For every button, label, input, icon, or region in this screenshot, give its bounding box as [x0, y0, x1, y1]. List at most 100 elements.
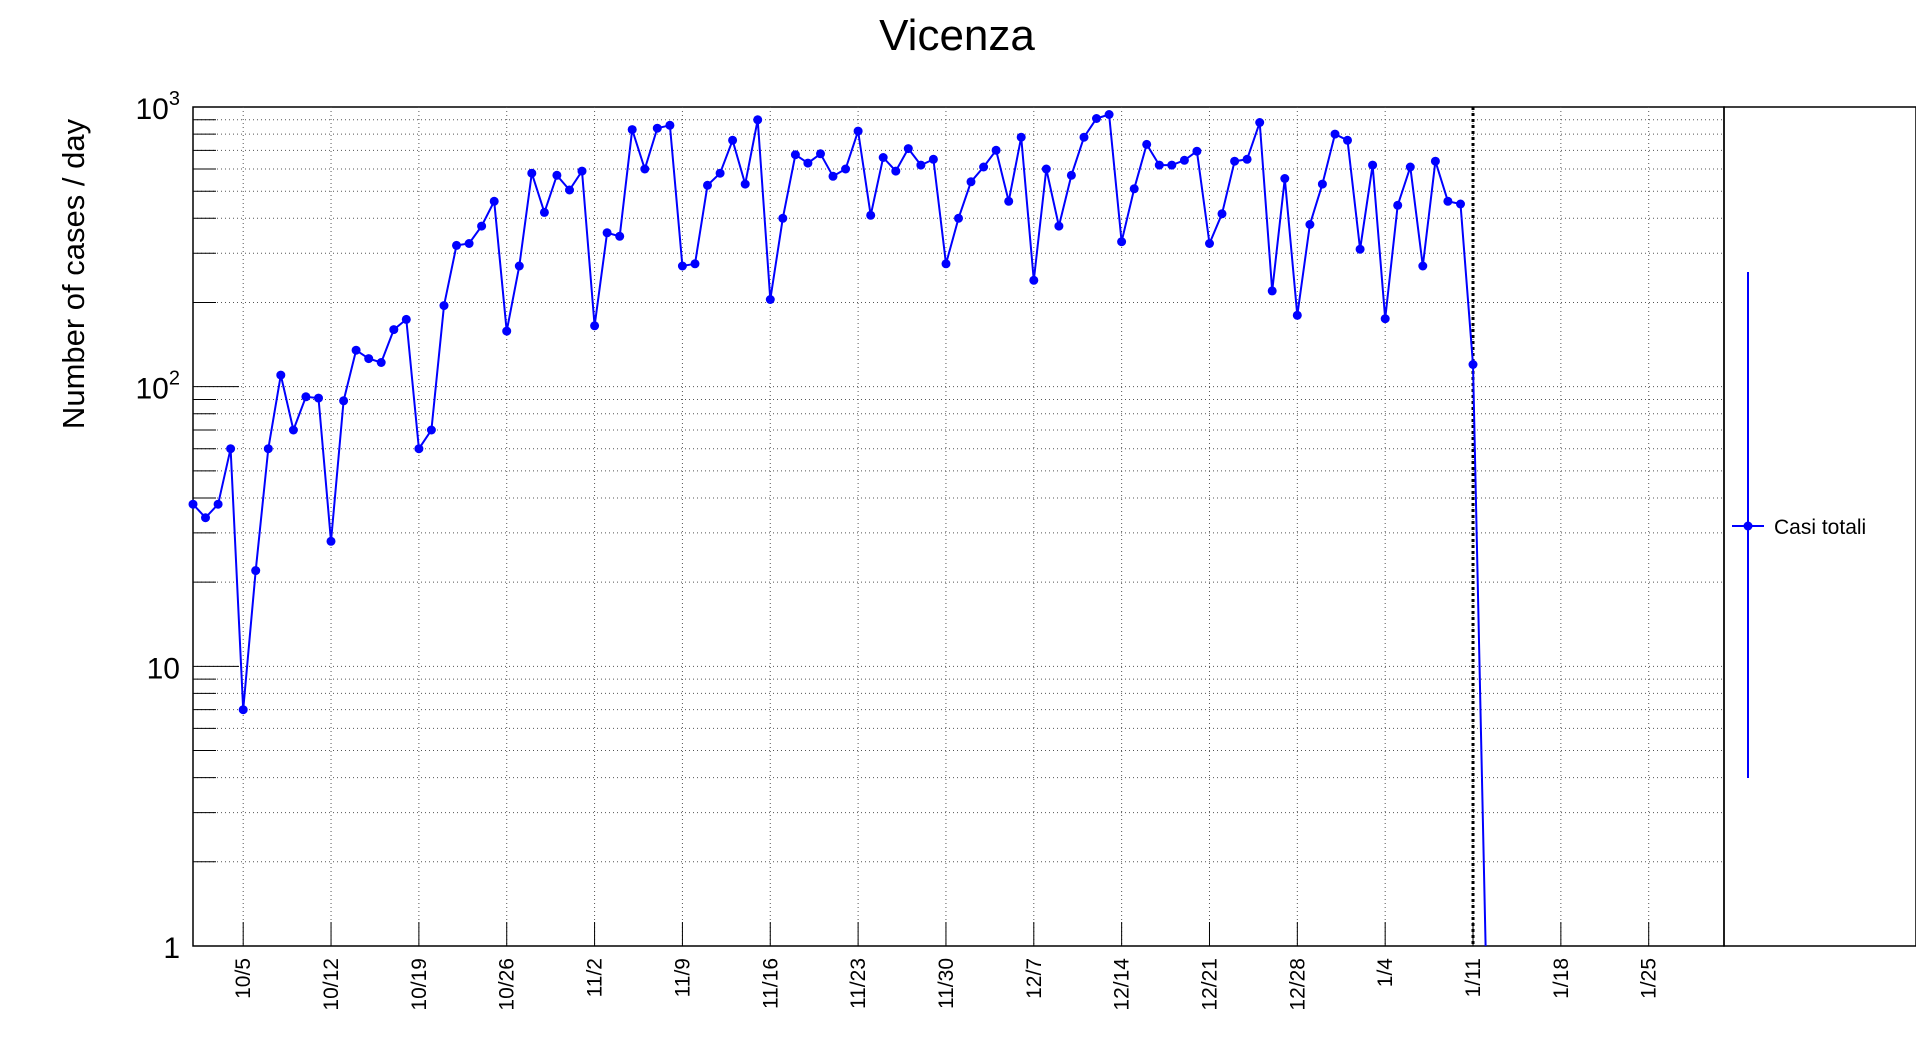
y-axis-ticks: 1 10 102 103 — [136, 88, 239, 965]
x-tick-label: 10/12 — [320, 958, 343, 1011]
data-point — [966, 177, 976, 187]
x-tick-label: 1/4 — [1374, 958, 1397, 988]
data-point — [627, 125, 637, 135]
data-point — [1167, 160, 1177, 170]
data-point — [1117, 237, 1127, 247]
data-point — [1142, 139, 1152, 149]
data-point — [1066, 170, 1076, 180]
data-point — [690, 259, 700, 269]
legend-box — [1723, 106, 1916, 947]
x-tick-label: 11/30 — [935, 958, 958, 1009]
data-point — [1380, 314, 1390, 324]
data-point — [301, 392, 311, 402]
data-point — [1292, 310, 1302, 320]
data-point — [565, 185, 574, 195]
data-point — [1104, 110, 1114, 119]
data-point — [1041, 164, 1051, 174]
data-point — [590, 321, 600, 331]
y-tick-label: 103 — [136, 88, 181, 126]
data-point — [314, 393, 323, 403]
data-point — [954, 213, 963, 223]
data-point — [1305, 220, 1315, 229]
data-point — [790, 150, 800, 160]
y-tick-label: 10 — [147, 652, 180, 685]
legend-point-marker — [1743, 521, 1753, 531]
x-tick-label: 1/18 — [1550, 958, 1573, 999]
data-point — [1405, 162, 1415, 172]
data-point — [188, 499, 198, 509]
series-line-casi-totali — [192, 113, 1487, 947]
x-tick-label: 1/25 — [1638, 958, 1661, 999]
data-point — [339, 396, 349, 406]
data-point — [414, 444, 424, 454]
data-point — [213, 499, 223, 509]
data-point — [728, 135, 738, 145]
data-point — [552, 170, 562, 180]
data-point — [577, 166, 587, 176]
data-point — [1255, 118, 1265, 127]
data-point — [364, 354, 374, 364]
data-point — [1393, 200, 1403, 210]
x-tick-label: 10/19 — [408, 958, 431, 1011]
data-point — [376, 358, 386, 367]
data-point — [715, 168, 725, 178]
data-point — [991, 145, 1001, 155]
data-point — [1154, 160, 1164, 170]
data-point — [201, 513, 210, 523]
data-point — [640, 164, 650, 174]
data-point — [703, 180, 712, 190]
data-point — [539, 207, 549, 217]
data-point — [665, 120, 675, 130]
y-axis-label: Number of cases / day — [56, 118, 91, 429]
data-point — [1179, 155, 1189, 165]
x-tick-label: 1/11 — [1462, 958, 1485, 997]
y-tick-label: 1 — [163, 932, 180, 965]
data-point — [288, 425, 298, 435]
data-point — [527, 168, 537, 178]
data-point — [251, 566, 261, 576]
data-point — [1016, 132, 1026, 142]
plot-frame — [192, 106, 1725, 947]
data-point — [853, 126, 863, 136]
data-point — [878, 153, 888, 162]
x-tick-label: 12/7 — [1023, 958, 1046, 999]
data-point — [828, 171, 838, 181]
data-point — [615, 231, 625, 241]
x-tick-label: 10/26 — [496, 958, 519, 1011]
data-point — [1217, 209, 1227, 219]
data-point — [1343, 135, 1352, 145]
data-point — [226, 444, 236, 454]
data-point — [1430, 156, 1440, 166]
data-point — [891, 166, 901, 176]
data-point — [928, 154, 938, 164]
data-point — [1092, 114, 1101, 123]
data-point — [1054, 221, 1064, 231]
x-tick-label: 12/14 — [1111, 958, 1134, 1011]
x-tick-label: 10/5 — [232, 958, 255, 999]
data-point — [765, 295, 775, 304]
data-point — [652, 123, 662, 133]
data-point — [1192, 146, 1202, 156]
x-axis-ticks: 10/5 10/12 10/19 10/26 11/2 11/9 11/16 11/23 11/… — [232, 922, 1661, 1011]
data-point — [941, 259, 951, 269]
data-point — [1230, 156, 1240, 166]
data-point — [1004, 196, 1014, 206]
data-point — [1029, 275, 1039, 285]
data-point — [389, 325, 399, 335]
data-point — [916, 160, 926, 170]
data-point — [263, 444, 273, 454]
data-point — [502, 326, 512, 336]
data-point — [1079, 132, 1089, 142]
data-point — [778, 213, 788, 223]
data-point — [401, 314, 411, 324]
data-point — [1205, 239, 1214, 248]
data-point — [426, 425, 436, 435]
data-point — [816, 149, 825, 159]
data-point — [903, 144, 913, 154]
data-point — [464, 239, 474, 248]
data-point — [677, 261, 687, 271]
data-point — [1330, 129, 1340, 139]
data-point — [1468, 360, 1478, 369]
data-point — [452, 240, 461, 250]
